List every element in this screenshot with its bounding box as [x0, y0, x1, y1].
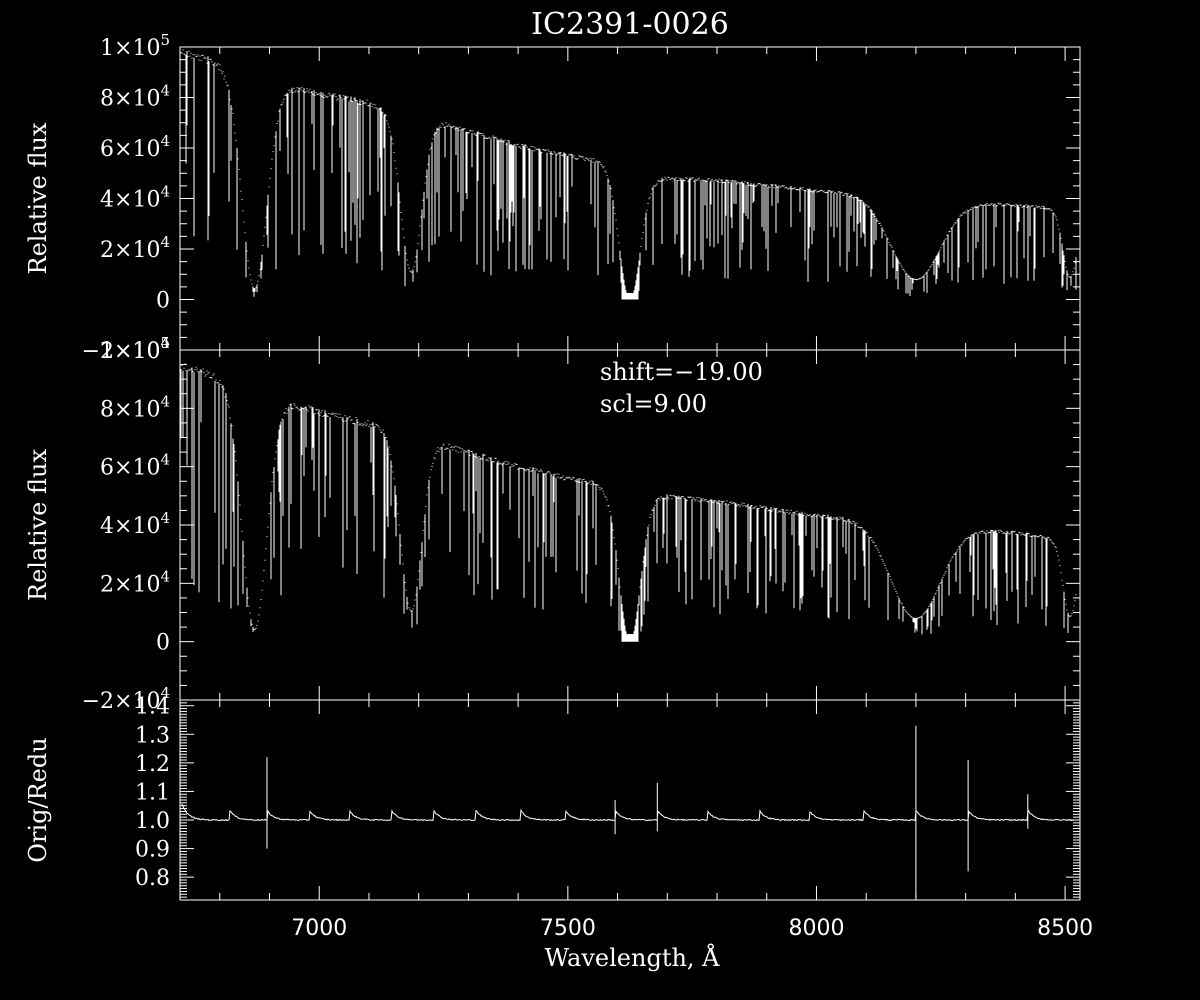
x-axis-label: Wavelength, Å [544, 943, 720, 972]
y-tick-label: 6×104 [100, 132, 170, 162]
chart-title: IC2391-0026 [531, 7, 729, 42]
y-tick-label: 8×104 [100, 82, 170, 112]
panel-reduced-spectrum: 1×105 8×104 6×104 4×104 2×104 0 −2×104 Relative… [24, 334, 1081, 714]
x-tick-label: 8000 [788, 916, 844, 941]
y-axis-label: Relative flux [24, 449, 52, 601]
x-tick-label: 7000 [291, 916, 347, 941]
y-tick-label: −2×104 [82, 684, 170, 714]
y-tick-label: 1.0 [135, 809, 170, 834]
y-tick-label: 8×104 [100, 392, 170, 422]
annotation: shift=−19.00 [600, 358, 763, 386]
panel-original-spectrum: 1×105 8×104 6×104 4×104 2×104 0 −2×104 Relative… [24, 31, 1081, 364]
spectrum-trace [181, 725, 1075, 898]
y-tick-label: 1×105 [100, 334, 170, 364]
x-tick-label: 7500 [540, 916, 596, 941]
y-tick-label: 4×104 [100, 509, 170, 539]
y-tick-label: 4×104 [100, 183, 170, 213]
plot-frame [179, 46, 1081, 351]
y-tick-label: 1.1 [135, 780, 170, 805]
y-tick-label: 0 [156, 289, 170, 314]
y-axis-label: Relative flux [24, 122, 52, 274]
y-tick-label: −2×104 [82, 334, 170, 364]
y-tick-label: 2×104 [100, 567, 170, 597]
y-tick-label: 0 [156, 631, 170, 656]
y-tick-label: 6×104 [100, 451, 170, 481]
y-axis-label: Orig/Redu [24, 737, 52, 862]
plot-frame [179, 699, 1081, 901]
y-tick-label: 0.8 [135, 866, 170, 891]
spectrum-trace [180, 363, 1077, 642]
y-tick-label: 1×105 [100, 31, 170, 61]
y-tick-label: 1.2 [135, 752, 170, 777]
panel-ratio: 1.4 1.3 1.2 1.1 1.0 0.9 0.8 Orig/Redu 7000 7500 80… [24, 695, 1093, 941]
annotation: scl=9.00 [600, 390, 707, 418]
x-tick-label: 8500 [1037, 916, 1093, 941]
y-tick-label: 1.3 [135, 723, 170, 748]
y-tick-label: 2×104 [100, 233, 170, 263]
spectrum-trace [180, 49, 1077, 300]
y-tick-label: 0.9 [135, 838, 170, 863]
y-tick-label: 1.4 [135, 695, 170, 720]
